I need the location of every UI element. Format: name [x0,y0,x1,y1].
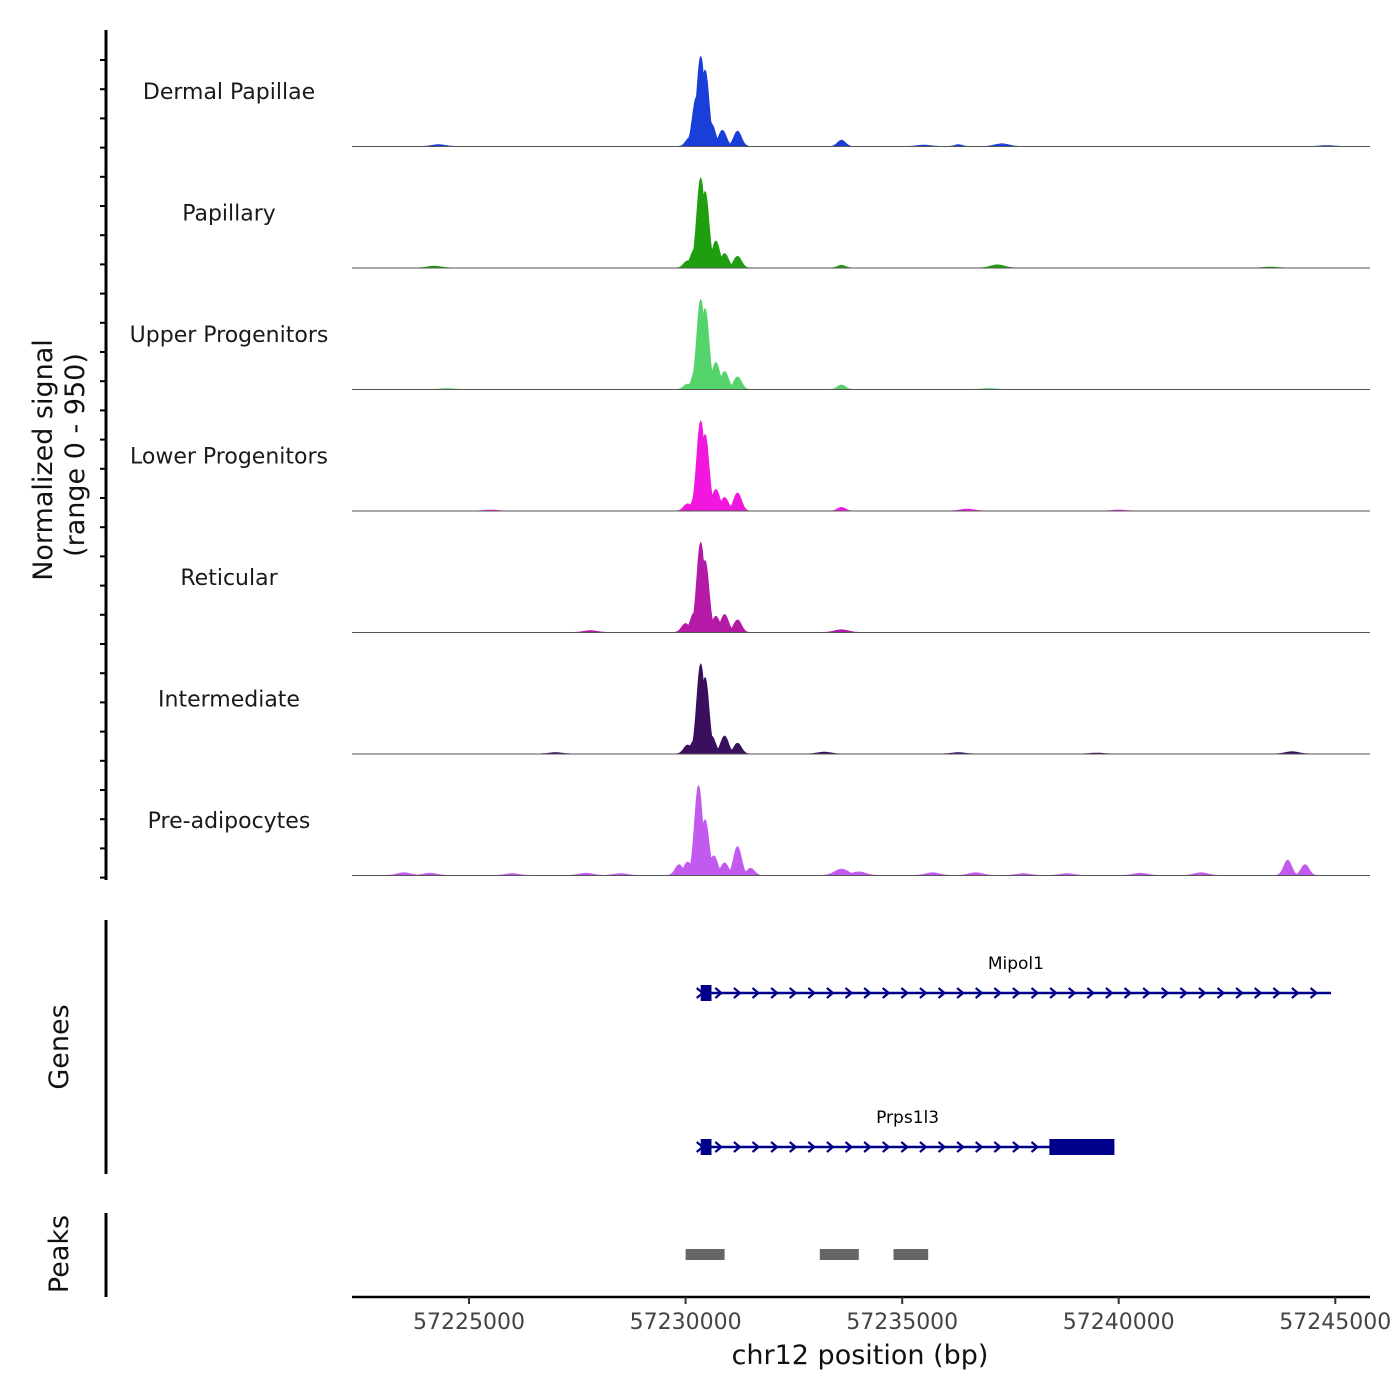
strand-chevron [751,987,761,999]
strand-chevron [788,1141,798,1153]
strand-chevron [788,987,798,999]
y-axis-title-line2: (range 0 - 950) [60,353,91,557]
strand-chevron [863,1141,872,1153]
track-label: Intermediate [158,688,300,713]
track-signal-area [352,419,1370,512]
strand-chevron [937,987,947,999]
strand-chevron [826,987,835,999]
strand-chevron [1198,987,1207,999]
strand-chevron [1291,987,1300,999]
strand-chevron [993,987,1003,999]
track-signal-area [352,662,1370,755]
strand-chevron [770,1141,779,1153]
strand-chevron [1216,987,1226,999]
strand-chevron [900,1141,910,1153]
track-signal-area [352,55,1370,147]
strand-chevron [770,987,779,999]
strand-chevron [733,1141,742,1153]
strand-chevron [714,1141,724,1153]
strand-chevron [974,1141,984,1153]
gene-models: Mipol1 Prps1l3 [695,954,1332,1155]
track-areas [352,55,1370,876]
strand-chevron [919,987,928,999]
gene-label: Prps1l3 [876,1108,939,1128]
track-label: Dermal Papillae [143,80,315,105]
gene-exon [1049,1139,1115,1155]
strand-chevron [807,987,817,999]
strand-chevron [993,1141,1003,1153]
strand-chevron [1030,1141,1040,1153]
y-axis-title-line1: Normalized signal [28,339,59,581]
track-label: Upper Progenitors [130,323,329,348]
x-tick-label: 57230000 [630,1310,742,1335]
strand-chevron [733,987,742,999]
track-signal-area [352,541,1370,633]
strand-chevron [1179,987,1189,999]
strand-chevron [956,1141,965,1153]
track-label: Papillary [182,202,276,227]
strand-chevron [807,1141,817,1153]
gene-exon [700,985,712,1001]
strand-chevron [844,1141,854,1153]
strand-chevron [900,987,910,999]
strand-chevron [751,1141,761,1153]
strand-chevron [919,1141,928,1153]
strand-chevron [1272,987,1282,999]
strand-chevron [881,1141,891,1153]
gene-exon [700,1139,712,1155]
track-signal-area [352,298,1370,390]
gene-label: Mipol1 [988,954,1044,974]
track-label: Reticular [180,566,278,591]
strand-chevron [1067,987,1077,999]
strand-chevron [1086,987,1096,999]
track-labels: Dermal Papillae Papillary Upper Progenitor… [130,80,329,834]
x-tick-label: 57240000 [1063,1310,1175,1335]
coverage-y-axis-ticks [100,59,106,879]
x-axis-title: chr12 position (bp) [732,1340,989,1371]
strand-chevron [937,1141,947,1153]
strand-chevron [714,987,724,999]
peak-region [685,1249,725,1260]
strand-chevron [1105,987,1114,999]
strand-chevron [974,987,984,999]
track-signal-area [352,785,1370,876]
strand-chevron [826,1141,835,1153]
track-label: Lower Progenitors [130,445,328,470]
x-tick-label: 57235000 [846,1310,958,1335]
x-tick-label: 57245000 [1279,1310,1391,1335]
x-axis-ticks: 57225000 57230000 57235000 57240000 57245000 [413,1297,1391,1335]
peak-bars [685,1249,929,1260]
strand-chevron [1049,987,1058,999]
strand-chevron [956,987,965,999]
strand-chevron [1030,987,1040,999]
strand-chevron [1309,987,1319,999]
strand-chevron [1235,987,1244,999]
strand-chevron [1253,987,1263,999]
peak-region [893,1249,929,1260]
strand-chevron [1012,987,1021,999]
track-label: Pre-adipocytes [148,809,311,834]
peaks-panel-title: Peaks [44,1215,75,1293]
strand-chevron [1142,987,1151,999]
track-signal-area [352,176,1370,269]
strand-chevron [1160,987,1170,999]
strand-chevron [1012,1141,1021,1153]
strand-chevron [1123,987,1133,999]
strand-chevron [844,987,854,999]
strand-chevron [863,987,872,999]
strand-chevron [881,987,891,999]
genes-panel-title: Genes [44,1004,75,1089]
peak-region [819,1249,859,1260]
x-tick-label: 57225000 [413,1310,525,1335]
